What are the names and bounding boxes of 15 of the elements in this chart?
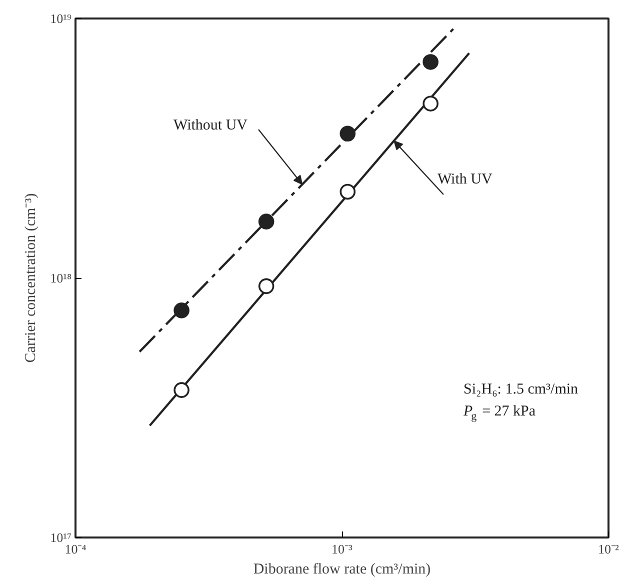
point <box>174 302 190 318</box>
point <box>340 184 356 200</box>
point <box>340 126 356 142</box>
x-tick-label: 10⁻³ <box>332 542 353 556</box>
annotation: Si₂H₆: 1.5 cm³/min <box>464 382 579 398</box>
x-axis-title: Diborane flow rate (cm³/min) <box>253 562 431 578</box>
point <box>174 382 190 398</box>
y-tick-label: 10¹⁹ <box>50 11 72 26</box>
y-axis-title: Carrier concentration (cm⁻³) <box>23 193 40 363</box>
annotation: With UV <box>438 172 492 188</box>
point <box>422 96 438 112</box>
x-tick-label: 10⁻² <box>598 542 620 556</box>
y-tick-label: 10¹⁸ <box>50 270 72 286</box>
annotation: Without UV <box>174 118 248 134</box>
point <box>422 54 438 70</box>
